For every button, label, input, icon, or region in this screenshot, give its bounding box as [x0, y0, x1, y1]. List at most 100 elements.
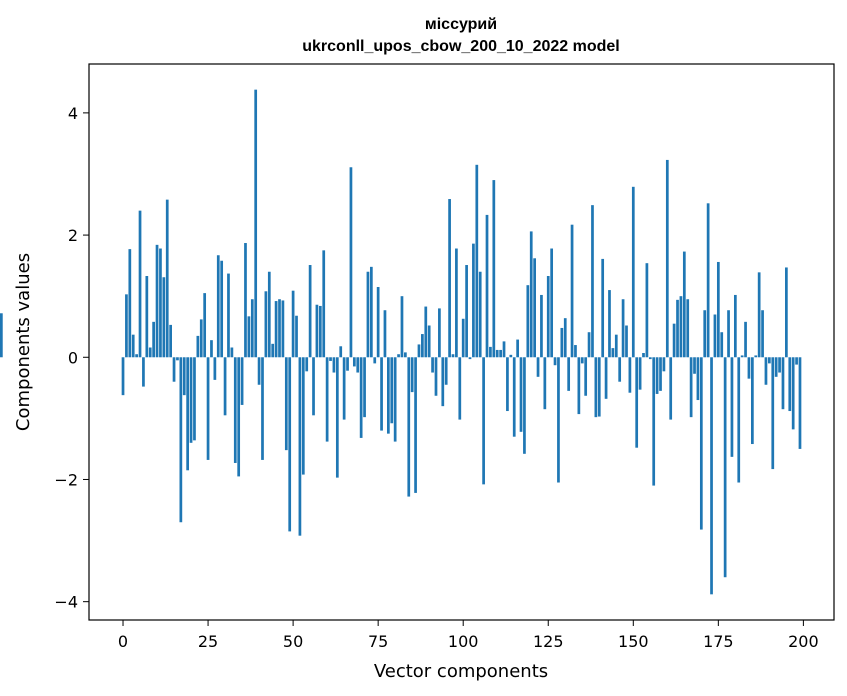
- bar: [506, 357, 509, 412]
- bar: [291, 290, 295, 358]
- bar: [400, 296, 404, 358]
- bar: [676, 299, 679, 358]
- bar: [570, 224, 574, 358]
- x-axis-ticks: 0 25 50 75 100 125 150 175 200: [118, 620, 819, 651]
- bar: [713, 314, 717, 358]
- bar: [621, 299, 625, 358]
- bar: [465, 265, 468, 358]
- bar: [404, 352, 407, 358]
- x-axis-label: Vector components: [374, 661, 548, 682]
- bar: [216, 255, 220, 358]
- bar: [281, 300, 285, 358]
- bar: [250, 299, 254, 358]
- bar: [567, 357, 571, 391]
- bar: [733, 294, 737, 358]
- bar: [162, 277, 166, 358]
- x-tick-label: 125: [533, 632, 564, 651]
- bar: [727, 310, 730, 358]
- bar: [655, 357, 659, 394]
- bar: [223, 357, 227, 416]
- y-tick-label: 2: [68, 226, 78, 245]
- bar: [529, 231, 533, 358]
- bar: [761, 310, 764, 358]
- bar: [318, 305, 322, 358]
- bar: [601, 258, 605, 358]
- bar: [489, 346, 492, 358]
- bar: [648, 357, 652, 360]
- bar: [523, 357, 526, 454]
- bar: [798, 357, 802, 449]
- bar: [492, 180, 496, 358]
- bar: [369, 266, 373, 358]
- bar: [441, 357, 445, 407]
- bar: [417, 344, 421, 358]
- bar: [642, 353, 645, 358]
- bar: [244, 243, 247, 358]
- bar: [359, 357, 363, 438]
- y-axis-label: Components values: [13, 253, 34, 431]
- bar: [342, 357, 346, 420]
- bar: [744, 321, 747, 358]
- bar: [165, 199, 169, 358]
- x-tick-label: 75: [368, 632, 388, 651]
- bar: [458, 357, 462, 420]
- bar: [594, 357, 598, 418]
- bar: [325, 357, 329, 442]
- bar: [393, 357, 397, 442]
- bar: [785, 267, 788, 358]
- bar: [240, 357, 244, 405]
- bar: [597, 357, 601, 417]
- bar: [397, 354, 400, 358]
- bar: [312, 357, 315, 416]
- bar: [754, 355, 758, 358]
- bar: [189, 357, 193, 443]
- bar: [298, 357, 302, 536]
- bar: [737, 357, 741, 483]
- bar: [468, 357, 472, 360]
- bar: [550, 248, 554, 358]
- bar: [247, 316, 251, 358]
- bar: [502, 341, 506, 358]
- bar: [560, 327, 564, 358]
- bars-group: [0, 89, 802, 595]
- bar: [196, 335, 200, 358]
- bar: [128, 249, 132, 358]
- bar: [199, 319, 203, 358]
- bar: [427, 325, 431, 358]
- bar: [155, 244, 159, 358]
- x-tick-label: 200: [788, 632, 819, 651]
- bar: [720, 332, 724, 358]
- bar: [577, 357, 581, 415]
- bar: [540, 294, 543, 358]
- bar: [274, 301, 278, 358]
- bar: [237, 357, 241, 477]
- bar: [672, 323, 676, 358]
- bar: [587, 332, 591, 358]
- bar: [519, 357, 523, 432]
- bar: [179, 357, 183, 523]
- bar: [478, 271, 482, 358]
- bar: [193, 357, 196, 441]
- bar: [206, 357, 210, 460]
- bar: [0, 313, 3, 358]
- x-tick-label: 100: [448, 632, 479, 651]
- bar: [271, 343, 275, 358]
- bar: [349, 167, 353, 358]
- bar: [516, 339, 519, 358]
- bar: [142, 357, 145, 387]
- bar: [203, 293, 207, 358]
- bar: [699, 357, 703, 530]
- bar: [611, 348, 615, 358]
- bar: [267, 271, 271, 358]
- bar: [295, 315, 298, 358]
- bar: [475, 164, 479, 358]
- bar: [706, 203, 710, 358]
- bar: [686, 299, 690, 358]
- bar: [679, 296, 683, 358]
- bar: [614, 334, 618, 358]
- bar: [414, 357, 417, 493]
- bar: [376, 287, 380, 358]
- bar: [645, 263, 649, 358]
- bar: [131, 334, 135, 358]
